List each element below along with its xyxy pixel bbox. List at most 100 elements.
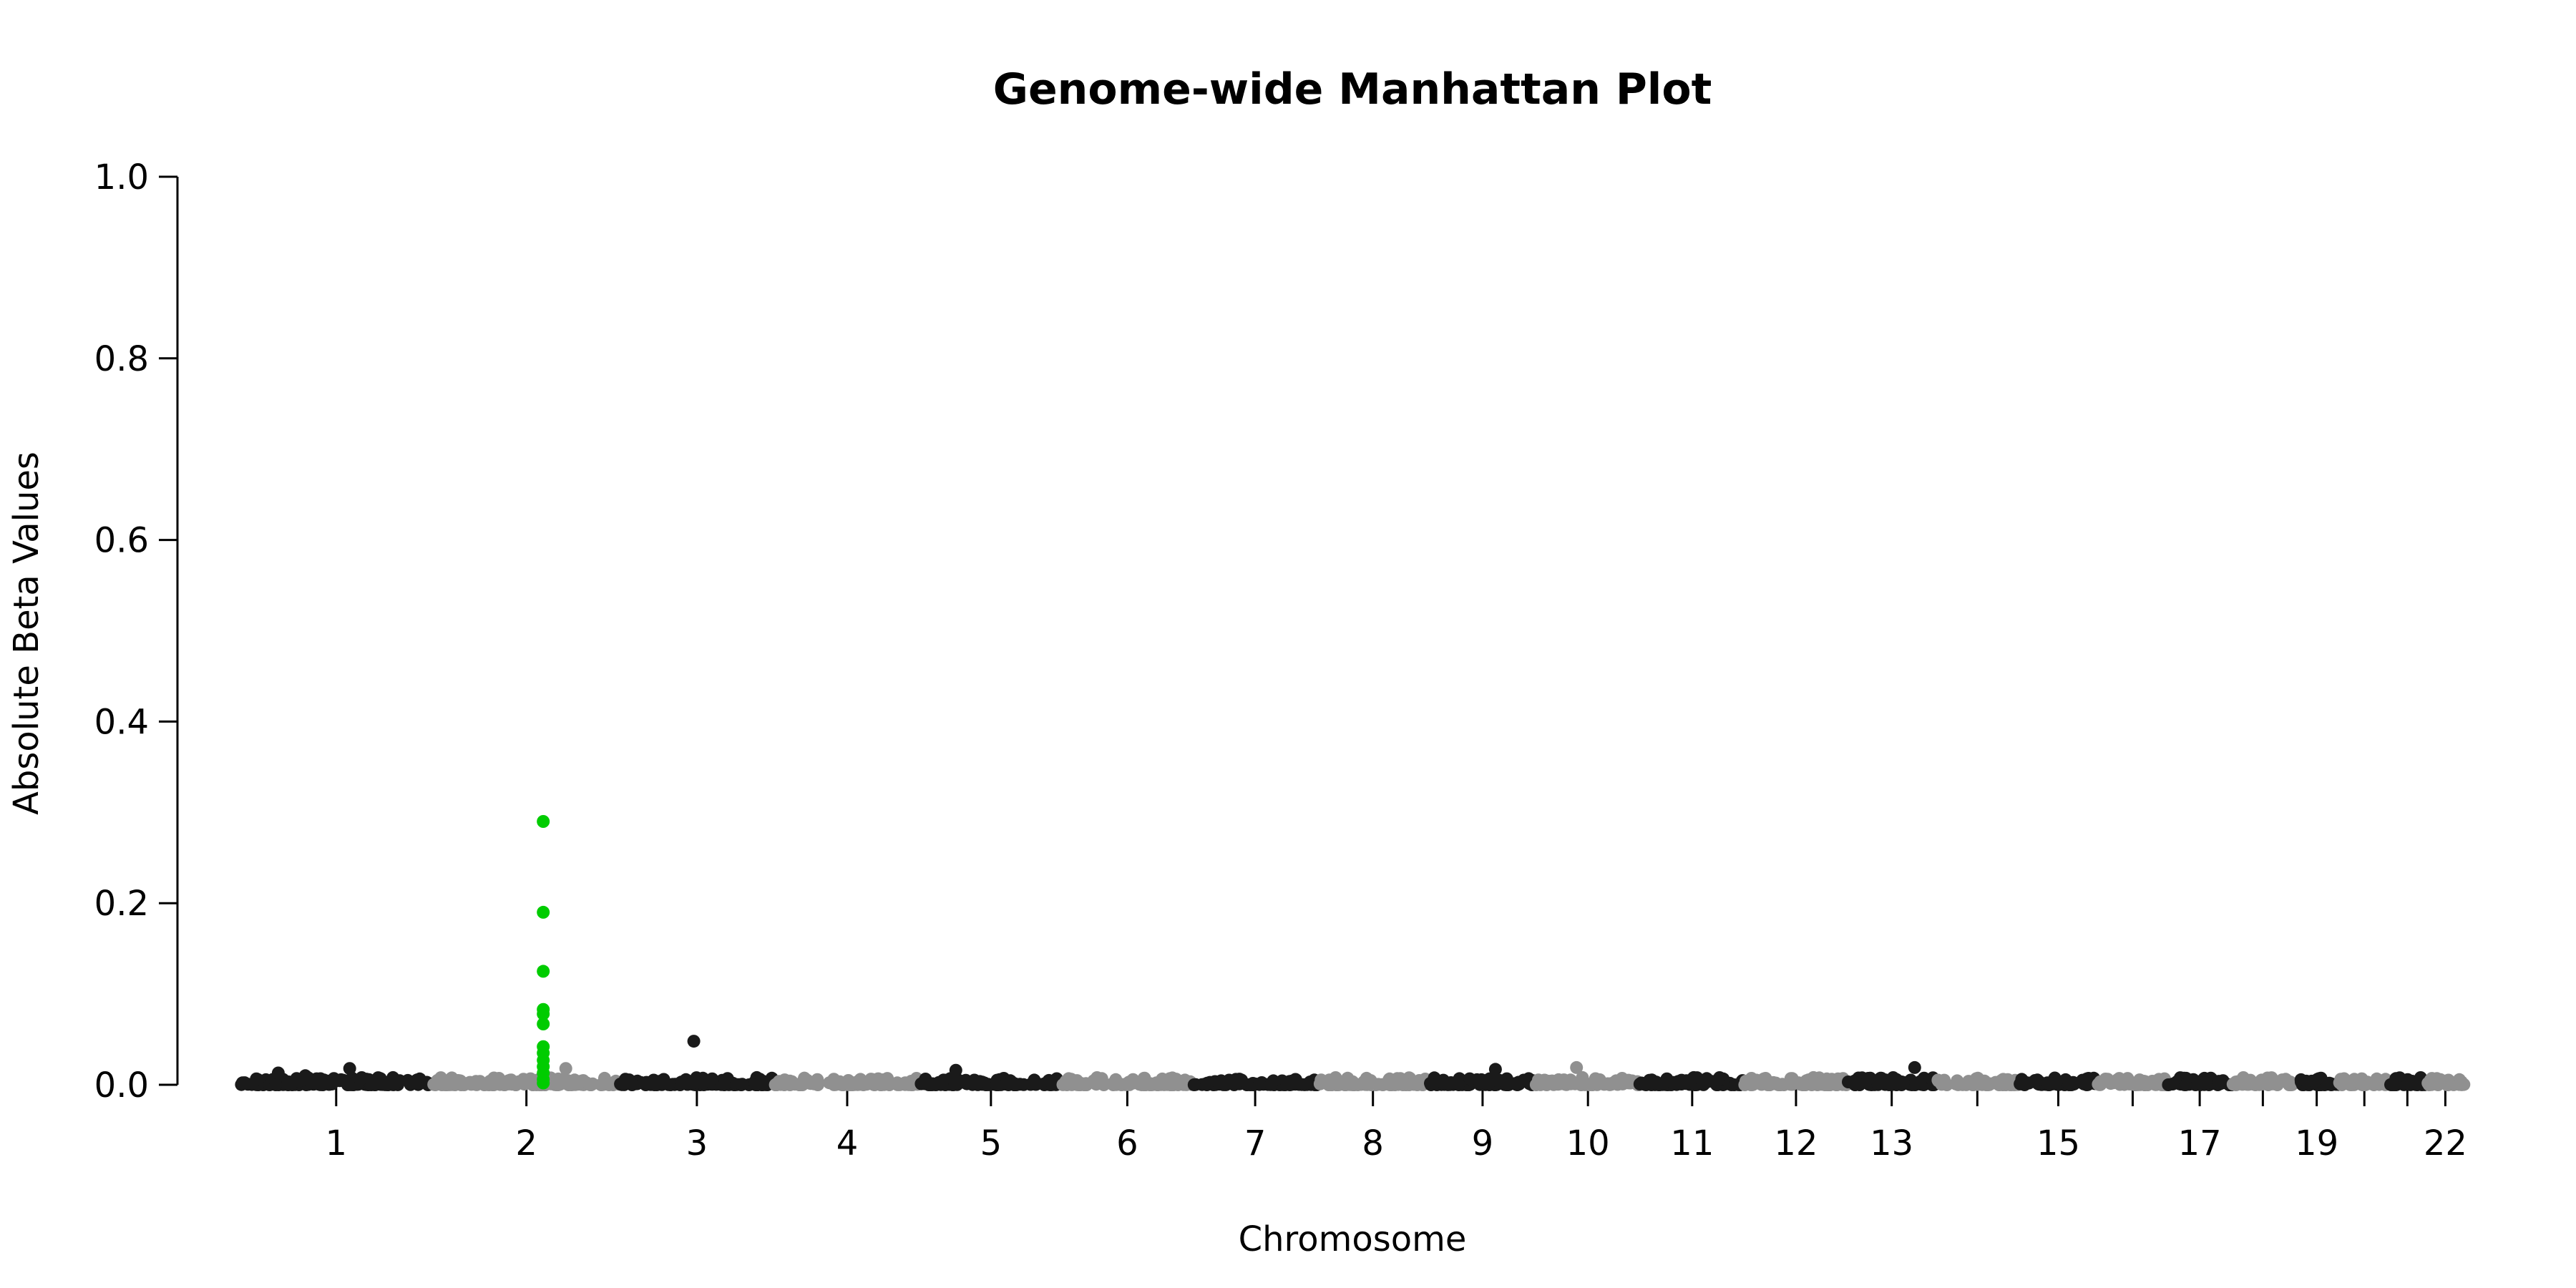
snp-point [1570, 1060, 1584, 1074]
snp-point [844, 1075, 857, 1089]
snp-point [1095, 1072, 1108, 1085]
snp-point [1767, 1075, 1780, 1089]
snp-point [1656, 1078, 1669, 1091]
snp-point [2279, 1073, 2293, 1086]
snp-point [509, 1078, 523, 1091]
snp-point [1212, 1078, 1226, 1091]
snp-point [2429, 1076, 2443, 1090]
snp-point [905, 1078, 919, 1091]
snp-point [973, 1075, 987, 1088]
x-tick-label: 11 [1670, 1123, 1714, 1163]
snp-point [615, 1078, 629, 1091]
highlight-snp-point [537, 1018, 550, 1030]
snp-point [932, 1075, 945, 1089]
snp-point [1281, 1078, 1294, 1091]
snp-point [1568, 1076, 1581, 1090]
snp-point [393, 1074, 406, 1088]
y-tick-label: 0.4 [94, 702, 149, 742]
snp-point [2267, 1077, 2280, 1091]
chart-title: Genome-wide Manhattan Plot [993, 64, 1712, 114]
snp-point [1392, 1077, 1405, 1091]
snp-point [1543, 1076, 1556, 1090]
snp-point [1479, 1077, 1493, 1091]
snp-point [2099, 1073, 2113, 1087]
snp-point [2014, 1077, 2027, 1091]
snp-point [685, 1076, 698, 1090]
snp-point [1745, 1078, 1758, 1091]
snp-point [1847, 1075, 1860, 1089]
snp-point [1002, 1078, 1015, 1091]
snp-point [1452, 1078, 1465, 1091]
snp-point [2236, 1076, 2250, 1090]
snp-point [949, 1063, 962, 1077]
snp-point [2137, 1075, 2150, 1088]
y-axis-label: Absolute Beta Values [6, 452, 47, 815]
snp-point [369, 1078, 382, 1091]
snp-point [1355, 1078, 1368, 1091]
snp-point [1639, 1078, 1653, 1091]
y-tick-label: 0.0 [94, 1065, 149, 1106]
snp-point [1187, 1078, 1201, 1091]
x-tick-label: 13 [1870, 1123, 1913, 1163]
snp-point [718, 1078, 731, 1091]
snp-point [1029, 1078, 1043, 1091]
snp-point [1863, 1071, 1877, 1085]
snp-point [2335, 1078, 2348, 1091]
x-tick-label: 19 [2295, 1123, 2338, 1163]
snp-point [1109, 1073, 1123, 1086]
snp-point [2348, 1073, 2361, 1086]
snp-point [1615, 1073, 1629, 1087]
snp-point [2386, 1078, 2399, 1091]
snp-point [271, 1066, 285, 1080]
snp-point [703, 1075, 716, 1088]
x-tick-label: 15 [2036, 1123, 2080, 1163]
snp-point [1313, 1077, 1327, 1091]
snp-point [2359, 1078, 2373, 1091]
snp-point [1264, 1078, 1278, 1091]
snp-point [298, 1069, 312, 1083]
snp-point [2029, 1074, 2041, 1087]
snp-point [1491, 1074, 1504, 1088]
snp-point [736, 1078, 749, 1091]
snp-point [1529, 1078, 1543, 1091]
snp-point [353, 1073, 367, 1086]
snp-point [1956, 1078, 1969, 1091]
snp-point [1512, 1075, 1526, 1089]
snp-point [776, 1076, 789, 1090]
data-points [235, 815, 2471, 1091]
x-axis: 1 2 3 4 5 6 7 8 9 10 11 12 13 15 17 19 22 [240, 1083, 2467, 1163]
snp-point [795, 1076, 809, 1090]
snp-point [1587, 1076, 1601, 1090]
snp-point [1667, 1075, 1680, 1089]
y-tick-label: 0.2 [94, 884, 149, 924]
snp-point [1603, 1078, 1616, 1091]
snp-point [280, 1078, 293, 1091]
snp-point [409, 1075, 422, 1088]
snp-point [313, 1078, 327, 1091]
highlight-snp-point [537, 905, 550, 919]
snp-point [2044, 1077, 2058, 1091]
snp-point [1065, 1078, 1078, 1091]
snp-point [990, 1078, 1003, 1091]
snp-point [675, 1075, 688, 1089]
snp-point [917, 1076, 930, 1090]
snp-point [1696, 1076, 1709, 1090]
snp-point [1971, 1078, 1985, 1091]
snp-point [1235, 1073, 1249, 1087]
snp-point [1163, 1078, 1177, 1091]
highlight-snp-point [537, 815, 550, 828]
snp-point [751, 1078, 764, 1091]
y-tick-label: 1.0 [94, 157, 149, 197]
x-tick-label: 12 [1774, 1123, 1818, 1163]
snp-point [1807, 1076, 1820, 1090]
snp-point [2212, 1075, 2225, 1088]
snp-point [427, 1078, 441, 1091]
snp-point [1253, 1078, 1267, 1091]
x-tick-label: 8 [1362, 1123, 1384, 1163]
snp-point [1755, 1078, 1768, 1091]
snp-point [1913, 1078, 1927, 1091]
snp-point [1888, 1073, 1901, 1087]
snp-point [2442, 1074, 2456, 1088]
snp-point [1463, 1072, 1476, 1085]
